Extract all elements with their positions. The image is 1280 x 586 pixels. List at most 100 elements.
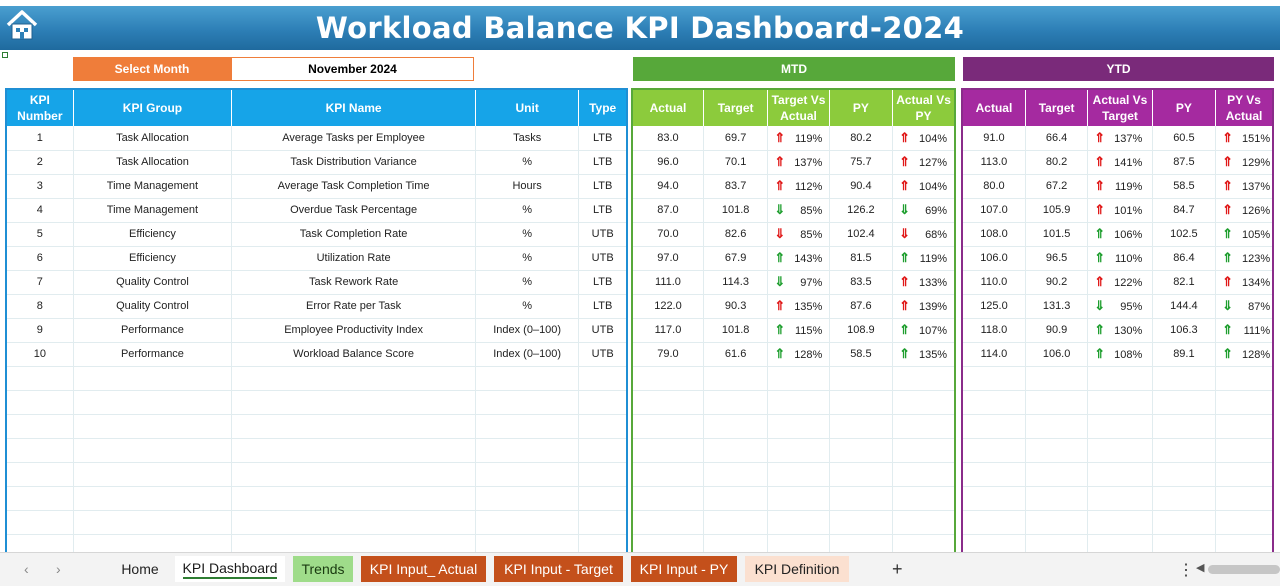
mtd-py-cell[interactable]: 126.2 [829,198,894,223]
empty-cell[interactable] [73,462,233,487]
empty-cell[interactable] [1215,510,1274,535]
unit-cell[interactable]: % [475,246,580,271]
empty-cell[interactable] [829,462,894,487]
ytd-py-vs-actual-cell[interactable]: ⇑ 129% [1215,150,1274,175]
mtd-target-cell[interactable]: 69.7 [703,126,769,151]
ytd-py-cell[interactable]: 82.1 [1152,270,1217,295]
empty-cell[interactable] [892,390,956,415]
kpi-number-cell[interactable]: 6 [6,246,74,271]
type-cell[interactable]: UTB [578,222,628,247]
empty-cell[interactable] [767,366,830,391]
empty-cell[interactable] [703,486,769,511]
scrollbar-thumb[interactable] [1208,565,1280,574]
mtd-target-cell[interactable]: 67.9 [703,246,769,271]
empty-cell[interactable] [829,438,894,463]
empty-cell[interactable] [892,366,956,391]
mtd-py-cell[interactable]: 87.6 [829,294,894,319]
mtd-target-vs-actual-cell[interactable]: ⇑ 128% [767,342,830,367]
empty-cell[interactable] [962,414,1026,439]
empty-cell[interactable] [578,438,628,463]
empty-cell[interactable] [6,486,74,511]
empty-cell[interactable] [1215,486,1274,511]
ytd-py-cell[interactable]: 60.5 [1152,126,1217,151]
empty-cell[interactable] [1152,366,1217,391]
ytd-py-vs-actual-cell[interactable]: ⇓ 87% [1215,294,1274,319]
ytd-py-vs-actual-cell[interactable]: ⇑ 134% [1215,270,1274,295]
ytd-py-cell[interactable]: 86.4 [1152,246,1217,271]
empty-cell[interactable] [892,462,956,487]
empty-cell[interactable] [962,462,1026,487]
empty-cell[interactable] [767,486,830,511]
empty-cell[interactable] [829,414,894,439]
ytd-actual-vs-target-cell[interactable]: ⇑ 101% [1087,198,1153,223]
ytd-actual-cell[interactable]: 107.0 [962,198,1026,223]
mtd-py-cell[interactable]: 83.5 [829,270,894,295]
kpi-group-cell[interactable]: Quality Control [73,294,233,319]
empty-cell[interactable] [703,390,769,415]
unit-cell[interactable]: Index (0–100) [475,318,580,343]
empty-cell[interactable] [1025,390,1089,415]
kpi-name-cell[interactable]: Average Task Completion Time [231,174,476,199]
empty-cell[interactable] [73,414,233,439]
empty-cell[interactable] [767,414,830,439]
empty-cell[interactable] [475,486,580,511]
mtd-target-vs-actual-cell[interactable]: ⇑ 112% [767,174,830,199]
ytd-py-cell[interactable]: 144.4 [1152,294,1217,319]
unit-cell[interactable]: Index (0–100) [475,342,580,367]
type-cell[interactable]: LTB [578,198,628,223]
empty-cell[interactable] [829,390,894,415]
empty-cell[interactable] [6,438,74,463]
empty-cell[interactable] [231,486,476,511]
horizontal-scrollbar[interactable]: ◀ [1196,561,1280,577]
mtd-target-vs-actual-cell[interactable]: ⇓ 85% [767,198,830,223]
type-cell[interactable]: UTB [578,246,628,271]
kpi-number-cell[interactable]: 9 [6,318,74,343]
empty-cell[interactable] [767,510,830,535]
unit-cell[interactable]: % [475,198,580,223]
empty-cell[interactable] [73,390,233,415]
empty-cell[interactable] [767,438,830,463]
kpi-group-cell[interactable]: Time Management [73,198,233,223]
empty-cell[interactable] [231,366,476,391]
more-options-icon[interactable]: ⋮ [1178,562,1194,579]
mtd-target-vs-actual-cell[interactable]: ⇓ 85% [767,222,830,247]
type-cell[interactable]: UTB [578,318,628,343]
ytd-py-vs-actual-cell[interactable]: ⇑ 105% [1215,222,1274,247]
ytd-actual-vs-target-cell[interactable]: ⇑ 106% [1087,222,1153,247]
empty-cell[interactable] [632,462,704,487]
empty-cell[interactable] [73,366,233,391]
ytd-py-cell[interactable]: 87.5 [1152,150,1217,175]
empty-cell[interactable] [1152,414,1217,439]
ytd-py-vs-actual-cell[interactable]: ⇑ 128% [1215,342,1274,367]
empty-cell[interactable] [703,462,769,487]
mtd-actual-cell[interactable]: 96.0 [632,150,704,175]
mtd-target-cell[interactable]: 101.8 [703,198,769,223]
empty-cell[interactable] [1087,366,1153,391]
mtd-actual-vs-py-cell[interactable]: ⇑ 135% [892,342,956,367]
sheet-tab[interactable]: Trends [293,556,353,582]
empty-cell[interactable] [231,414,476,439]
mtd-actual-cell[interactable]: 87.0 [632,198,704,223]
ytd-actual-cell[interactable]: 125.0 [962,294,1026,319]
empty-cell[interactable] [1025,462,1089,487]
type-cell[interactable]: LTB [578,270,628,295]
ytd-target-cell[interactable]: 80.2 [1025,150,1089,175]
unit-cell[interactable]: % [475,294,580,319]
mtd-target-cell[interactable]: 82.6 [703,222,769,247]
type-cell[interactable]: LTB [578,150,628,175]
mtd-py-cell[interactable]: 81.5 [829,246,894,271]
empty-cell[interactable] [892,510,956,535]
unit-cell[interactable]: Tasks [475,126,580,151]
empty-cell[interactable] [1087,486,1153,511]
empty-cell[interactable] [1025,486,1089,511]
empty-cell[interactable] [962,438,1026,463]
empty-cell[interactable] [578,414,628,439]
empty-cell[interactable] [1215,462,1274,487]
sheet-tab[interactable]: KPI Input - PY [631,556,737,582]
empty-cell[interactable] [578,462,628,487]
mtd-target-cell[interactable]: 114.3 [703,270,769,295]
empty-cell[interactable] [632,438,704,463]
unit-cell[interactable]: % [475,222,580,247]
mtd-actual-cell[interactable]: 70.0 [632,222,704,247]
sheet-tab[interactable]: KPI Input_ Actual [361,556,486,582]
